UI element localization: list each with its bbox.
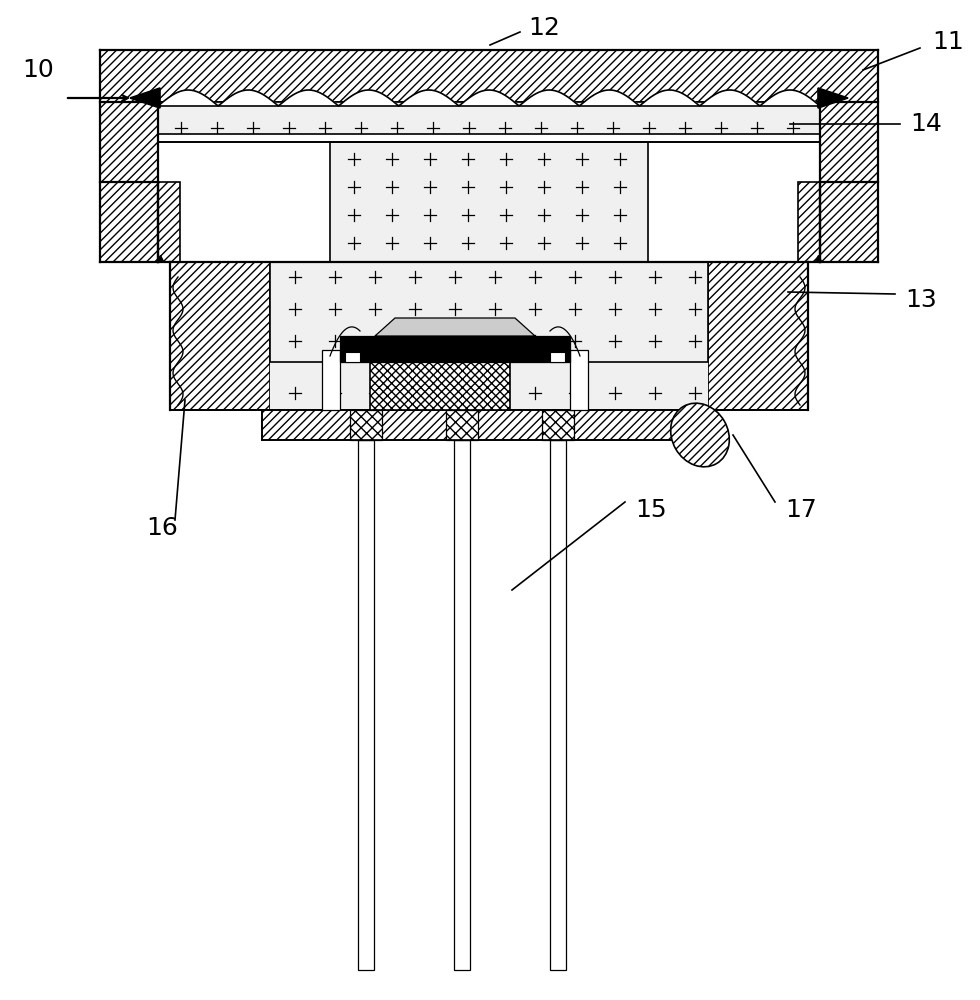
Bar	[330, 142, 648, 262]
Text: 14: 14	[910, 112, 942, 136]
Bar	[170, 262, 270, 410]
Bar	[270, 262, 708, 362]
Polygon shape	[818, 88, 848, 108]
Polygon shape	[375, 318, 535, 336]
Bar	[370, 358, 510, 410]
Text: 13: 13	[905, 288, 937, 312]
Ellipse shape	[670, 403, 729, 467]
Bar	[446, 410, 478, 440]
Bar	[158, 134, 820, 142]
Bar	[330, 142, 648, 262]
Text: 10: 10	[23, 58, 54, 82]
Text: 16: 16	[146, 516, 178, 540]
Bar	[550, 352, 565, 362]
Bar	[100, 50, 878, 102]
Text: 15: 15	[635, 498, 666, 522]
Bar	[454, 440, 470, 970]
Bar	[158, 102, 820, 142]
Bar	[350, 410, 382, 440]
Bar	[270, 262, 708, 362]
Bar	[820, 102, 878, 182]
Bar	[340, 336, 570, 362]
Text: 12: 12	[528, 16, 560, 40]
Bar	[322, 350, 340, 410]
Polygon shape	[130, 88, 160, 108]
Bar	[100, 182, 180, 262]
Text: 11: 11	[932, 30, 963, 54]
Bar	[798, 182, 878, 262]
Bar	[708, 262, 808, 410]
Bar	[100, 102, 158, 182]
Text: 17: 17	[785, 498, 816, 522]
Bar	[270, 362, 708, 410]
Bar	[262, 410, 716, 440]
Bar	[570, 350, 588, 410]
Bar	[542, 410, 574, 440]
Bar	[550, 440, 566, 970]
Bar	[170, 262, 808, 410]
Bar	[345, 352, 360, 362]
Bar	[358, 440, 374, 970]
